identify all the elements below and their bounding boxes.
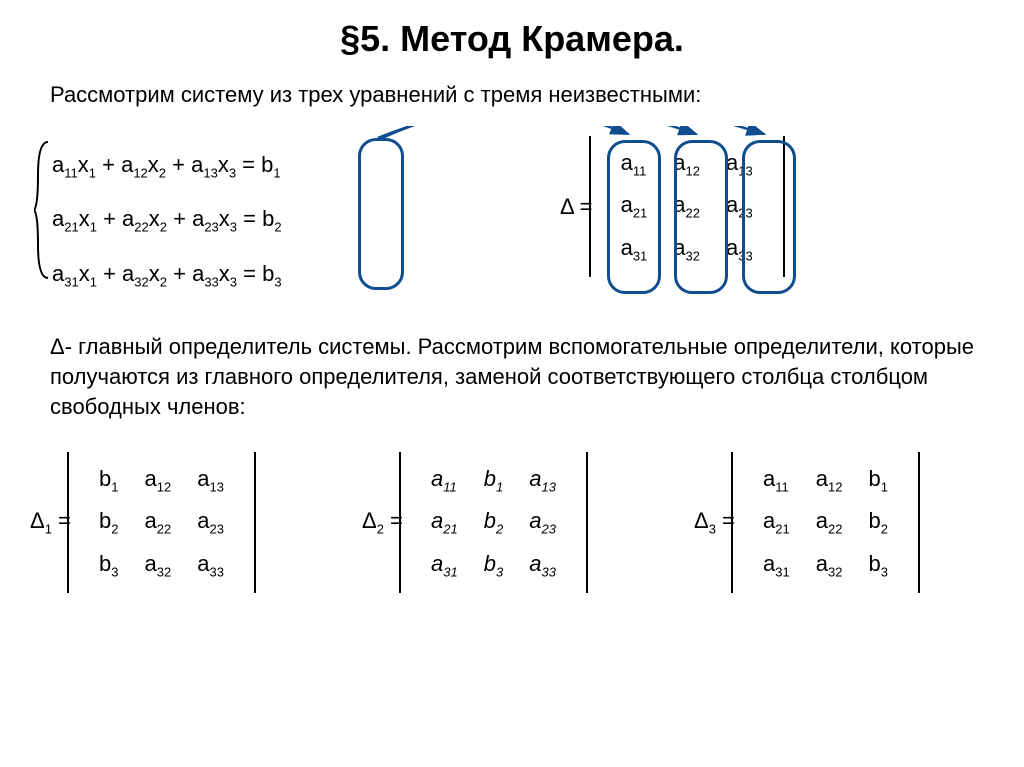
delta1-label: Δ1 = <box>30 508 71 536</box>
intro-text: Рассмотрим систему из трех уравнений с т… <box>0 60 1024 118</box>
matrix-cell: b2 <box>864 508 891 536</box>
brace-icon <box>34 140 52 304</box>
equation-2: a21x1 + a22x2 + a23x3 = b2 <box>52 196 282 250</box>
matrix-cell: a11 <box>427 466 462 494</box>
matrix-cell: a31 <box>759 551 794 579</box>
matrix-cell: b3 <box>864 551 891 579</box>
b-column-highlight-box <box>358 138 404 290</box>
matrix-cell: b2 <box>95 508 122 536</box>
delta-label: Δ = <box>560 194 592 220</box>
determinant-2: Δ2 = a11 b1 a13 a21 b2 a23 a31 b3 a33 <box>362 452 578 593</box>
det1-matrix: b1 a12 a13 b2 a22 a23 b3 a32 a33 <box>77 452 246 593</box>
det2-matrix: a11 b1 a13 a21 b2 a23 a31 b3 a33 <box>409 452 578 593</box>
matrix-cell: a23 <box>525 508 560 536</box>
matrix-cell: b1 <box>864 466 891 494</box>
matrix-cell: a22 <box>812 508 847 536</box>
determinant-1: Δ1 = b1 a12 a13 b2 a22 a23 b3 a32 a33 <box>30 452 246 593</box>
delta2-label: Δ2 = <box>362 508 403 536</box>
matrix-cell: a13 <box>193 466 228 494</box>
delta3-label: Δ3 = <box>694 508 735 536</box>
det3-matrix: a11 a12 b1 a21 a22 b2 a31 a32 b3 <box>741 452 910 593</box>
matrix-cell: a21 <box>427 508 462 536</box>
matrix-cell: a32 <box>812 551 847 579</box>
matrix-cell: a12 <box>141 466 176 494</box>
equations-row: a11x1 + a12x2 + a13x3 = b1 a21x1 + a22x2… <box>0 126 1024 326</box>
matrix-cell: b3 <box>95 551 122 579</box>
matrix-cell: a13 <box>525 466 560 494</box>
matrix-cell: b3 <box>480 551 507 579</box>
determinant-3: Δ3 = a11 a12 b1 a21 a22 b2 a31 a32 b3 <box>694 452 910 593</box>
col3-highlight-box <box>742 140 796 294</box>
main-determinant: Δ = a11a12a13a21a22a23a31a32a33 <box>560 136 775 277</box>
matrix-cell: a23 <box>193 508 228 536</box>
matrix-cell: a22 <box>141 508 176 536</box>
matrix-cell: a12 <box>812 466 847 494</box>
matrix-cell: a11 <box>759 466 794 494</box>
equation-1: a11x1 + a12x2 + a13x3 = b1 <box>52 142 282 196</box>
matrix-cell: a21 <box>759 508 794 536</box>
col2-highlight-box <box>674 140 728 294</box>
sub-determinants-row: Δ1 = b1 a12 a13 b2 a22 a23 b3 a32 a33 Δ2 = a11 b1… <box>0 440 1024 640</box>
equation-3: a31x1 + a32x2 + a33x3 = b3 <box>52 251 282 305</box>
description-text: Δ- главный определитель системы. Рассмот… <box>0 326 1024 422</box>
page-title: §5. Метод Крамера. <box>0 0 1024 60</box>
matrix-cell: a33 <box>525 551 560 579</box>
matrix-cell: a31 <box>427 551 462 579</box>
matrix-cell: b2 <box>480 508 507 536</box>
equation-system: a11x1 + a12x2 + a13x3 = b1 a21x1 + a22x2… <box>52 142 282 305</box>
matrix-cell: b1 <box>480 466 507 494</box>
matrix-cell: a33 <box>193 551 228 579</box>
matrix-cell: b1 <box>95 466 122 494</box>
col1-highlight-box <box>607 140 661 294</box>
matrix-cell: a32 <box>141 551 176 579</box>
